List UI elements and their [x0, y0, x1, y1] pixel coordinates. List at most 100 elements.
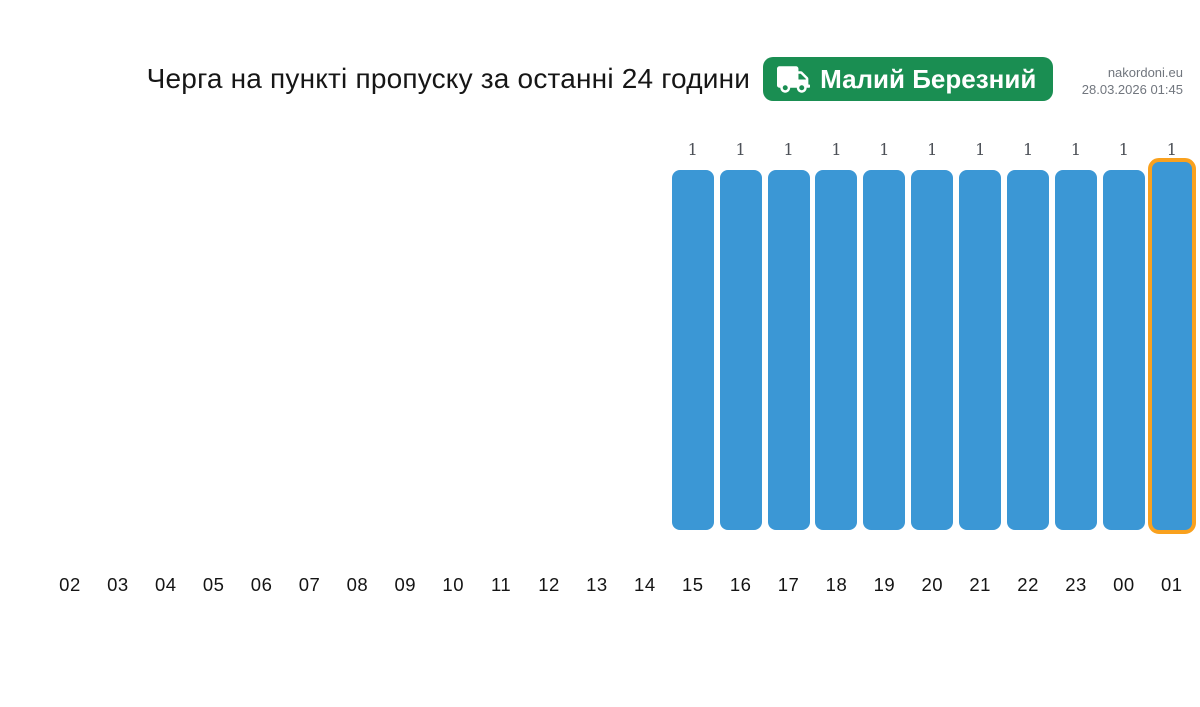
x-axis-label: 03	[107, 574, 129, 595]
bar-value-label: 1	[783, 140, 794, 159]
x-axis-label: 07	[298, 574, 321, 595]
bar-value-label: 1	[831, 140, 842, 159]
bar-area	[573, 170, 621, 530]
chart-column: 1 01	[1147, 140, 1196, 596]
chart-column: 13	[573, 140, 621, 596]
bar-area	[956, 170, 1004, 530]
header: Черга на пункті пропуску за останні 24 г…	[0, 56, 1200, 102]
x-axis-label: 21	[969, 574, 991, 595]
chart-column: 09	[381, 140, 429, 596]
bar-area	[46, 170, 94, 530]
bar[interactable]	[959, 170, 1002, 530]
x-axis-label: 19	[873, 574, 896, 595]
checkpoint-name: Малий Березний	[820, 63, 1037, 94]
bar-area	[1004, 170, 1052, 530]
chart-column: 10	[429, 140, 477, 596]
x-axis-label: 11	[491, 574, 512, 595]
bar[interactable]	[767, 170, 810, 530]
bar-value-label: 1	[687, 140, 698, 159]
x-axis-label: 18	[825, 574, 848, 595]
x-axis-label: 00	[1113, 574, 1135, 595]
bar-value-label: 1	[735, 140, 746, 159]
bar-area	[286, 170, 334, 530]
bar-value-label: 1	[1166, 140, 1177, 159]
chart-column: 1 20	[908, 140, 956, 596]
bar-value-label: 1	[1070, 140, 1082, 159]
checkpoint-badge[interactable]: Малий Березний	[763, 57, 1054, 101]
bar-area	[765, 170, 813, 530]
chart-column: 1 15	[669, 140, 717, 596]
bar[interactable]	[671, 170, 714, 530]
bar-value-label: 1	[1022, 140, 1034, 159]
bar-area	[908, 170, 956, 530]
x-axis-label: 15	[681, 574, 704, 595]
bar-area	[429, 170, 477, 530]
bar-area	[525, 170, 573, 530]
x-axis-label: 08	[346, 574, 369, 595]
bar[interactable]	[1054, 170, 1097, 530]
x-axis-label: 06	[250, 574, 273, 595]
bar-area	[190, 170, 238, 530]
bar-area	[142, 170, 190, 530]
chart-column: 1 21	[956, 140, 1004, 596]
bar[interactable]	[863, 170, 906, 530]
bar[interactable]	[815, 170, 858, 530]
chart-column: 03	[94, 140, 142, 596]
x-axis-label: 13	[586, 574, 608, 595]
chart-column: 1 22	[1004, 140, 1052, 596]
bar-value-label: 1	[927, 140, 938, 159]
bar-area	[669, 170, 717, 530]
bar-area	[717, 170, 765, 530]
chart-column: 06	[238, 140, 286, 596]
truck-icon	[777, 65, 811, 93]
timestamp: 28.03.2026 01:45	[1081, 82, 1183, 97]
x-axis-label: 17	[777, 574, 800, 595]
x-axis-label: 09	[394, 574, 417, 595]
bar-chart: 02 03 04 05 06 07 08 09 10 11 12 13 14 1 15 1 16 1 17 1 18 1 1…	[46, 140, 1196, 596]
chart-column: 1 00	[1100, 140, 1148, 596]
chart-column: 04	[142, 140, 190, 596]
site-name: nakordoni.eu	[1107, 65, 1183, 80]
bar[interactable]	[1007, 170, 1050, 530]
chart-column: 1 18	[813, 140, 861, 596]
chart-column: 1 19	[860, 140, 908, 596]
bar-area	[813, 170, 861, 530]
bar-area	[621, 170, 669, 530]
chart-column: 14	[621, 140, 669, 596]
bar-area	[477, 170, 525, 530]
bar-area	[1100, 170, 1148, 530]
bar-area	[238, 170, 286, 530]
bar-value-label: 1	[879, 140, 890, 159]
chart-column: 1 16	[717, 140, 765, 596]
x-axis-label: 10	[442, 574, 464, 595]
bar[interactable]	[719, 170, 762, 530]
bar-value-label: 1	[1118, 140, 1129, 159]
chart-column: 12	[525, 140, 573, 596]
x-axis-label: 05	[202, 574, 225, 595]
chart-column: 1 17	[765, 140, 813, 596]
bar-area	[333, 170, 381, 530]
x-axis-label: 16	[729, 574, 752, 595]
chart-column: 05	[190, 140, 238, 596]
chart-column: 08	[333, 140, 381, 596]
x-axis-label: 20	[921, 574, 944, 595]
bar-area	[860, 170, 908, 530]
site-info: nakordoni.eu 28.03.2026 01:45	[1082, 64, 1183, 98]
x-axis-label: 14	[634, 574, 656, 595]
bar-area	[1052, 170, 1100, 530]
page-title: Черга на пункті пропуску за останні 24 г…	[146, 63, 751, 94]
x-axis-label: 23	[1065, 574, 1087, 595]
chart-column: 07	[286, 140, 334, 596]
x-axis-label: 22	[1017, 574, 1039, 595]
bar-value-label: 1	[975, 140, 986, 159]
chart-column: 1 23	[1052, 140, 1100, 596]
bar-area	[381, 170, 429, 530]
bar[interactable]	[911, 170, 954, 530]
x-axis-label: 02	[59, 574, 81, 595]
bar-area	[94, 170, 142, 530]
x-axis-label: 04	[154, 574, 177, 595]
x-axis-label: 12	[538, 574, 560, 595]
bar-highlighted[interactable]	[1147, 158, 1196, 534]
bar[interactable]	[1102, 170, 1145, 530]
chart-column: 02	[46, 140, 94, 596]
